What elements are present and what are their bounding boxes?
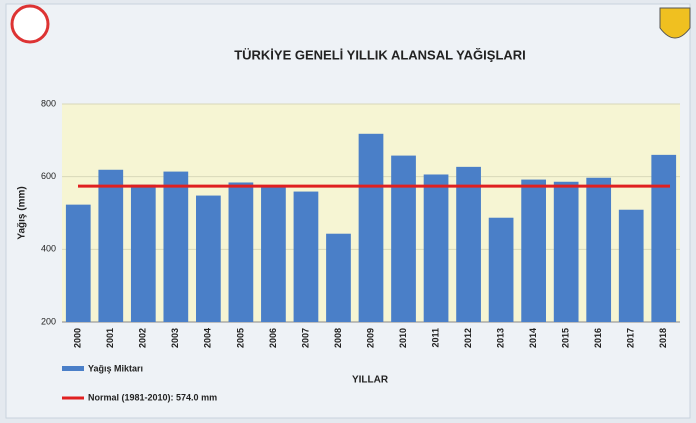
bar (586, 177, 612, 322)
x-tick-label: 2002 (138, 328, 148, 348)
bar (163, 171, 189, 322)
bar (65, 204, 91, 322)
x-tick-label: 2005 (235, 328, 245, 348)
x-tick-label: 2018 (658, 328, 668, 348)
x-tick-label: 2009 (365, 328, 375, 348)
y-tick-label: 800 (41, 98, 56, 108)
bar (521, 179, 546, 322)
bar (651, 154, 677, 322)
bar (391, 155, 416, 322)
y-tick-label: 200 (41, 316, 56, 326)
bar (423, 174, 449, 322)
bar (488, 217, 514, 322)
bar (553, 181, 579, 322)
bar (618, 209, 644, 322)
y-tick-label: 400 (41, 244, 56, 254)
logo-left (10, 4, 50, 44)
legend-label: Normal (1981-2010): 574.0 mm (88, 392, 217, 402)
x-tick-label: 2012 (463, 328, 473, 348)
x-tick-label: 2010 (398, 328, 408, 348)
bar (98, 169, 124, 322)
bar (358, 133, 384, 322)
bar (326, 233, 351, 322)
x-tick-label: 2004 (203, 328, 213, 348)
y-tick-label: 600 (41, 171, 56, 181)
logo-right (659, 7, 691, 39)
legend-label: Yağış Miktarı (88, 363, 143, 373)
bar (261, 185, 286, 322)
x-tick-label: 2011 (430, 328, 440, 348)
bar (293, 191, 319, 322)
x-tick-label: 2006 (268, 328, 278, 348)
bar (130, 184, 156, 322)
x-tick-label: 2013 (495, 328, 505, 348)
legend-swatch (62, 366, 84, 371)
x-tick-label: 2003 (170, 328, 180, 348)
chart-title: TÜRKİYE GENELİ YILLIK ALANSAL YAĞIŞLARI (234, 47, 526, 62)
y-axis-label: Yağış (mm) (17, 186, 28, 239)
x-tick-label: 2000 (73, 328, 83, 348)
x-tick-label: 2007 (300, 328, 310, 348)
x-tick-label: 2017 (626, 328, 636, 348)
x-tick-label: 2015 (561, 328, 571, 348)
bar (456, 166, 481, 322)
x-tick-label: 2014 (528, 328, 538, 348)
x-tick-label: 2016 (593, 328, 603, 348)
x-tick-label: 2001 (105, 328, 115, 348)
x-axis-label: YILLAR (352, 375, 389, 386)
bar (228, 182, 254, 322)
bar (196, 195, 221, 322)
x-tick-label: 2008 (333, 328, 343, 348)
